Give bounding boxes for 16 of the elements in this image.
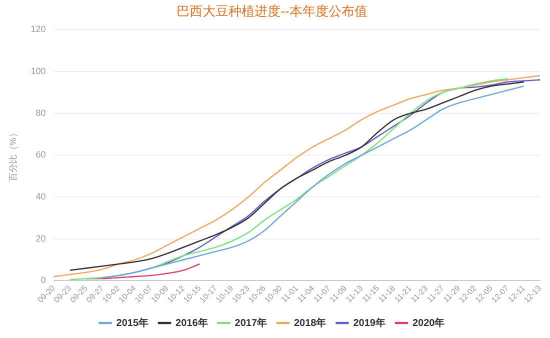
y-tick-label: 20 [36,233,46,244]
legend-label: 2017年 [234,316,268,329]
y-tick-label: 120 [30,24,46,34]
y-tick-label: 100 [30,66,46,76]
legend-label: 2016年 [176,316,208,329]
legend-label: 2019年 [353,316,386,329]
y-axis-title: 百分比（%） [8,128,18,182]
chart-title: 巴西大豆种植进度--本年度公布值 [176,3,368,18]
y-tick-label: 40 [36,192,46,202]
legend-label: 2015年 [116,316,149,329]
y-tick-label: 0 [40,275,46,286]
legend-label: 2018年 [294,316,326,329]
y-tick-label: 60 [36,150,46,160]
line-series [86,263,200,280]
y-tick-label: 80 [36,108,46,118]
legend-label: 2020年 [412,316,445,329]
